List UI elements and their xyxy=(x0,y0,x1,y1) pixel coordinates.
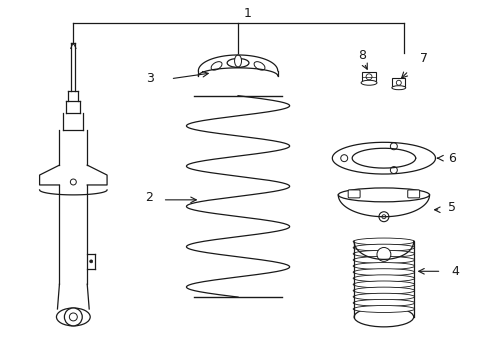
Circle shape xyxy=(64,308,82,326)
Ellipse shape xyxy=(226,58,248,67)
Text: 1: 1 xyxy=(244,7,251,20)
Ellipse shape xyxy=(352,262,414,270)
Text: 2: 2 xyxy=(144,192,152,204)
Circle shape xyxy=(340,155,347,162)
Ellipse shape xyxy=(352,275,414,282)
FancyBboxPatch shape xyxy=(391,78,405,86)
Ellipse shape xyxy=(352,269,414,276)
Text: 3: 3 xyxy=(145,72,153,85)
Ellipse shape xyxy=(352,238,414,245)
Circle shape xyxy=(89,260,93,263)
Ellipse shape xyxy=(352,306,414,312)
Text: 8: 8 xyxy=(357,49,366,63)
Ellipse shape xyxy=(338,188,428,202)
Ellipse shape xyxy=(352,256,414,264)
Circle shape xyxy=(70,179,76,185)
Circle shape xyxy=(395,80,401,85)
Ellipse shape xyxy=(234,55,241,67)
Circle shape xyxy=(381,215,385,219)
Ellipse shape xyxy=(353,307,413,327)
Text: 7: 7 xyxy=(419,53,427,66)
Circle shape xyxy=(378,212,388,222)
FancyBboxPatch shape xyxy=(347,190,359,198)
Ellipse shape xyxy=(254,62,264,70)
FancyBboxPatch shape xyxy=(407,190,419,198)
FancyBboxPatch shape xyxy=(361,72,376,81)
Ellipse shape xyxy=(352,281,414,288)
Ellipse shape xyxy=(352,250,414,257)
Ellipse shape xyxy=(360,80,376,85)
Circle shape xyxy=(389,143,396,150)
Circle shape xyxy=(69,313,77,321)
Ellipse shape xyxy=(352,300,414,306)
Circle shape xyxy=(376,247,390,261)
Ellipse shape xyxy=(211,62,222,70)
Ellipse shape xyxy=(391,86,405,90)
Text: 6: 6 xyxy=(447,152,455,165)
Text: 5: 5 xyxy=(447,201,455,214)
Ellipse shape xyxy=(56,308,90,326)
Ellipse shape xyxy=(352,293,414,300)
Ellipse shape xyxy=(352,287,414,294)
Circle shape xyxy=(366,74,371,80)
Text: 4: 4 xyxy=(450,265,458,278)
Ellipse shape xyxy=(352,244,414,251)
Circle shape xyxy=(389,167,396,174)
